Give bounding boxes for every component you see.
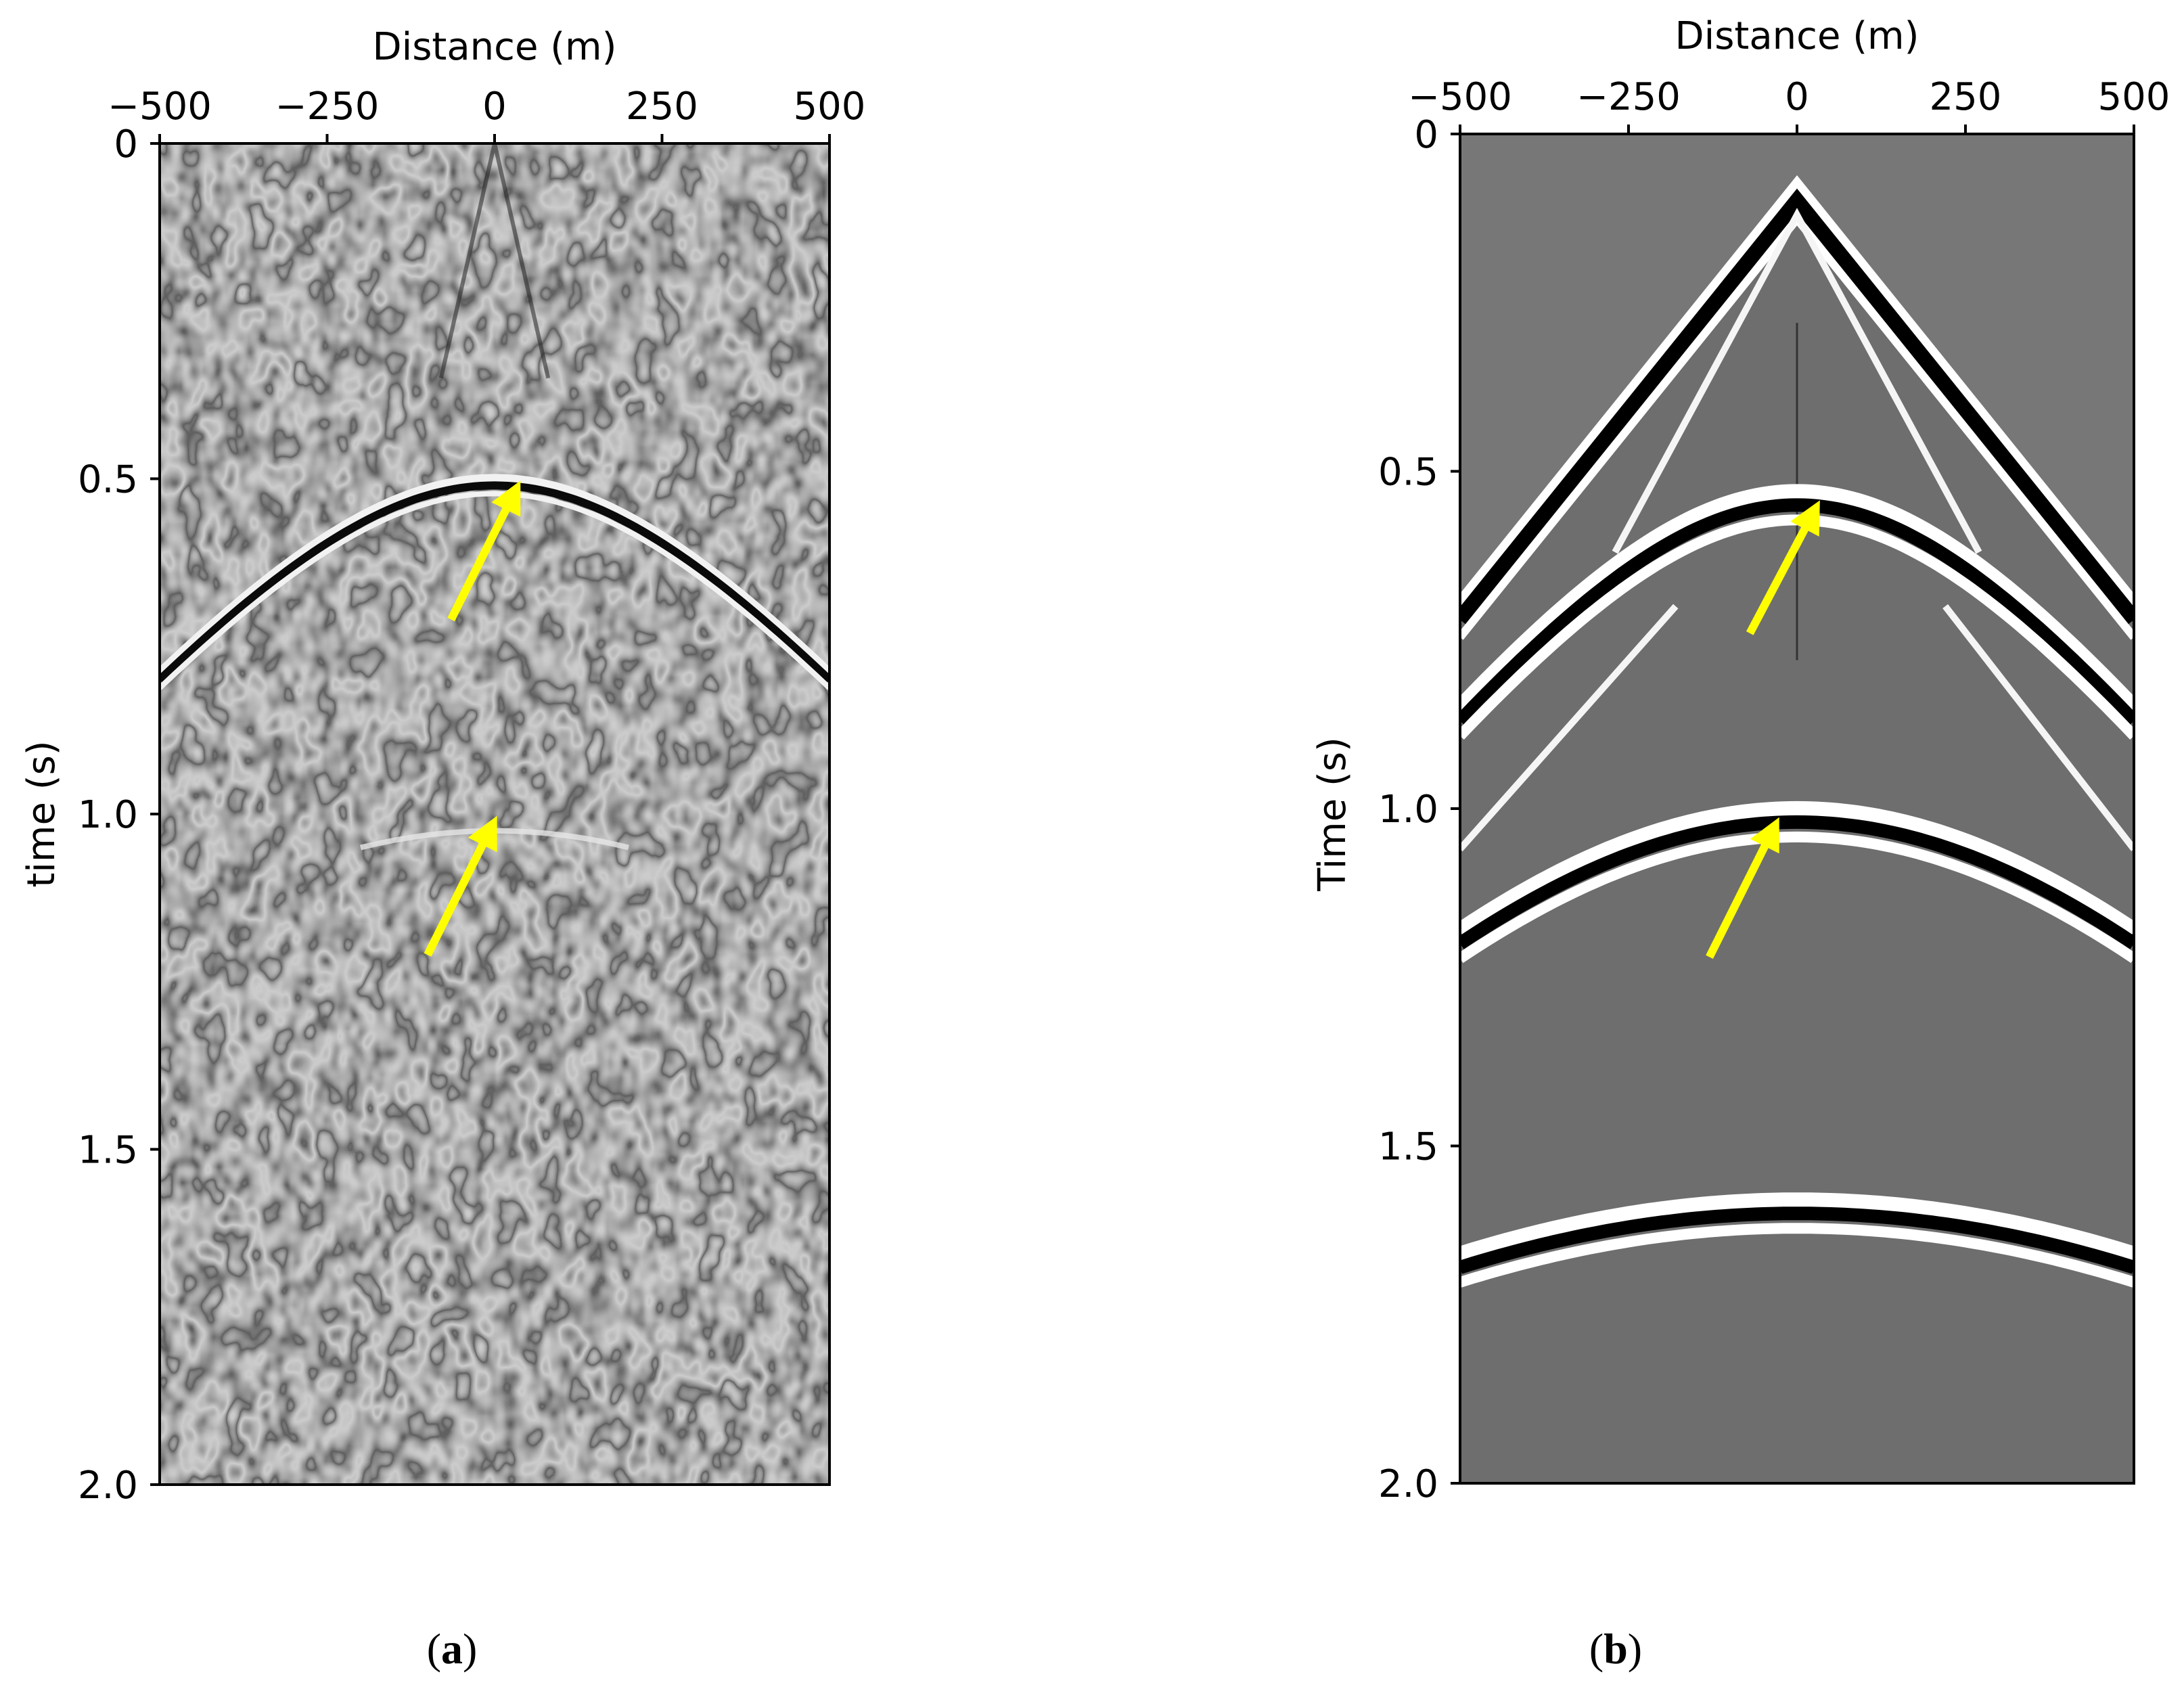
reflection-event [1460, 1207, 2134, 1274]
y-tick-label: 1.0 [1378, 788, 1438, 832]
reflection-event-highlight [160, 474, 829, 677]
x-tick-label: 500 [2098, 75, 2170, 119]
x-tick-label: 250 [626, 85, 698, 129]
direct-wave-event [1460, 188, 2134, 625]
refracted-wave-event [1612, 208, 1982, 554]
panel-b-caption-letter: b [1603, 1625, 1628, 1673]
panel-a-caption: (a) [427, 1625, 478, 1673]
panel-a-caption-letter: a [441, 1625, 463, 1673]
refracted-wave-event [1942, 604, 2134, 851]
reflection-event [1460, 1192, 2134, 1264]
y-tick-label: 2.0 [1378, 1462, 1438, 1506]
reflection-event [1460, 484, 2134, 715]
y-tick-label: 1.0 [78, 793, 138, 837]
x-tick-label: −500 [1408, 75, 1512, 119]
x-tick-label: −500 [108, 85, 212, 129]
x-tick-label: −250 [275, 85, 380, 129]
yellow-arrow-annotation [424, 815, 497, 957]
refracted-wave-event [1460, 604, 1679, 852]
panel-b-caption: (b) [1589, 1625, 1642, 1673]
y-tick-label: 0.5 [1378, 451, 1438, 495]
reflection-event [1460, 815, 2134, 949]
reflection-event [1460, 831, 2134, 964]
direct-wave-event [438, 143, 551, 379]
yellow-arrow-annotation [447, 480, 521, 622]
panel-b-image [1460, 134, 2134, 1483]
panel-a-image [160, 143, 829, 1485]
y-tick-label: 0 [114, 122, 138, 166]
y-tick-label: 2.0 [78, 1464, 138, 1508]
x-tick-label: 500 [794, 85, 866, 129]
panel-a-y-axis-label: time (s) [20, 740, 64, 887]
yellow-arrow-annotation [1746, 500, 1820, 635]
panel-b-y-axis-label: Time (s) [1311, 737, 1355, 892]
y-tick-label: 0 [1414, 113, 1438, 157]
panel-a: −500 −250 0 250 500 0 0.5 1.0 1.5 2.0 Distance (m… [20, 25, 865, 1673]
y-tick-label: 1.5 [1378, 1125, 1438, 1169]
reflection-event [1460, 801, 2134, 939]
panel-b: −500 −250 0 250 500 0 0.5 1.0 1.5 2.0 Distance (m… [1311, 14, 2170, 1673]
panel-b-x-axis-label: Distance (m) [1675, 14, 1919, 58]
x-tick-label: −250 [1576, 75, 1681, 119]
x-tick-label: 0 [482, 85, 507, 129]
x-tick-label: 0 [1785, 75, 1809, 119]
x-tick-label: 250 [1930, 75, 2002, 119]
y-tick-label: 0.5 [78, 458, 138, 502]
reflection-event [1460, 1223, 2134, 1288]
panel-a-x-axis-label: Distance (m) [373, 25, 617, 69]
yellow-arrow-annotation [1706, 817, 1779, 960]
y-tick-label: 1.5 [78, 1129, 138, 1173]
